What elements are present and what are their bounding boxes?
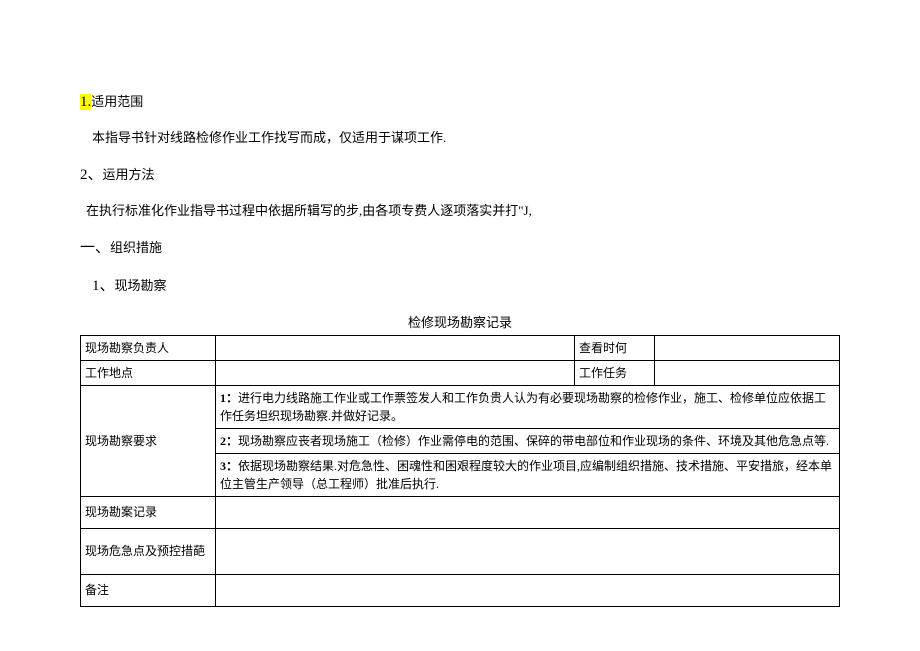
cell-value [216, 335, 575, 360]
req-num: 2： [220, 434, 238, 448]
req-text: 进行电力线路施工作业或工作票签发人和工作负贵人认为有必要现场勘察的检修作业，施工… [220, 391, 826, 423]
section-2-body: 在执行标准化作业指导书过程中依据所辑写的步,由各项专费人逐项落实并打"J, [86, 201, 840, 222]
cell-value [216, 574, 840, 606]
section-2-title: 运用方法 [103, 167, 155, 182]
cell-label: 现场勘案记录 [81, 496, 216, 528]
cell-req-3: 3：依据现场勘察结果.对危急性、困魂性和困艰程度较大的作业项目,应编制组织措施、… [216, 453, 840, 496]
section-1-body: 本指导书针对线路检修作业工作找写而成，仅适用于谋项工作. [92, 128, 840, 149]
cell-value [216, 528, 840, 574]
cell-req-2: 2：现场勘察应丧者现场施工（检修）作业需停电的范围、保碎的带电部位和作业现场的条… [216, 428, 840, 453]
table-row: 现场勘案记录 [81, 496, 840, 528]
section-1-title: 适用范围 [91, 94, 143, 109]
cell-label: 备注 [81, 574, 216, 606]
cell-label: 现场勘察要求 [81, 385, 216, 496]
req-num: 1： [220, 391, 238, 405]
table-title: 检修现场勘察记录 [80, 312, 840, 331]
table-row: 现场勘察负责人 查看时何 [81, 335, 840, 360]
cell-req-1: 1：进行电力线路施工作业或工作票签发人和工作负贵人认为有必要现场勘察的检修作业，… [216, 385, 840, 428]
section-1-num: 1. [80, 94, 91, 110]
section-2-heading: 2、运用方法 [80, 163, 840, 187]
cell-value [655, 360, 840, 385]
cell-value [216, 496, 840, 528]
table-row: 备注 [81, 574, 840, 606]
cell-value [655, 335, 840, 360]
cell-label: 现场危急点及预控措葩 [81, 528, 216, 574]
section-3-heading: 一、组织措施 [80, 236, 840, 260]
table-row: 现场勘察要求 1：进行电力线路施工作业或工作票签发人和工作负贵人认为有必要现场勘… [81, 385, 840, 428]
section-4-heading: 1、现场勘察 [92, 274, 840, 298]
cell-label: 现场勘察负责人 [81, 335, 216, 360]
cell-label: 工作任务 [575, 360, 655, 385]
section-2-num: 2、 [80, 167, 103, 183]
table-row: 工作地点 工作任务 [81, 360, 840, 385]
section-1-heading: 1.适用范围 [80, 90, 840, 114]
section-4-title: 现场勘察 [115, 278, 167, 293]
survey-table: 现场勘察负责人 查看时何 工作地点 工作任务 现场勘察要求 1：进行电力线路施工… [80, 335, 840, 607]
cell-value [216, 360, 575, 385]
cell-label: 查看时何 [575, 335, 655, 360]
section-3-num: 一、 [80, 240, 110, 256]
section-3-title: 组织措施 [110, 240, 162, 255]
req-text: 现场勘察应丧者现场施工（检修）作业需停电的范围、保碎的带电部位和作业现场的条件、… [238, 434, 829, 448]
section-4-num: 1、 [92, 278, 115, 294]
cell-label: 工作地点 [81, 360, 216, 385]
table-row: 现场危急点及预控措葩 [81, 528, 840, 574]
req-text: 依据现场勘察结果.对危急性、困魂性和困艰程度较大的作业项目,应编制组织措施、技术… [220, 459, 832, 491]
req-num: 3： [220, 459, 238, 473]
